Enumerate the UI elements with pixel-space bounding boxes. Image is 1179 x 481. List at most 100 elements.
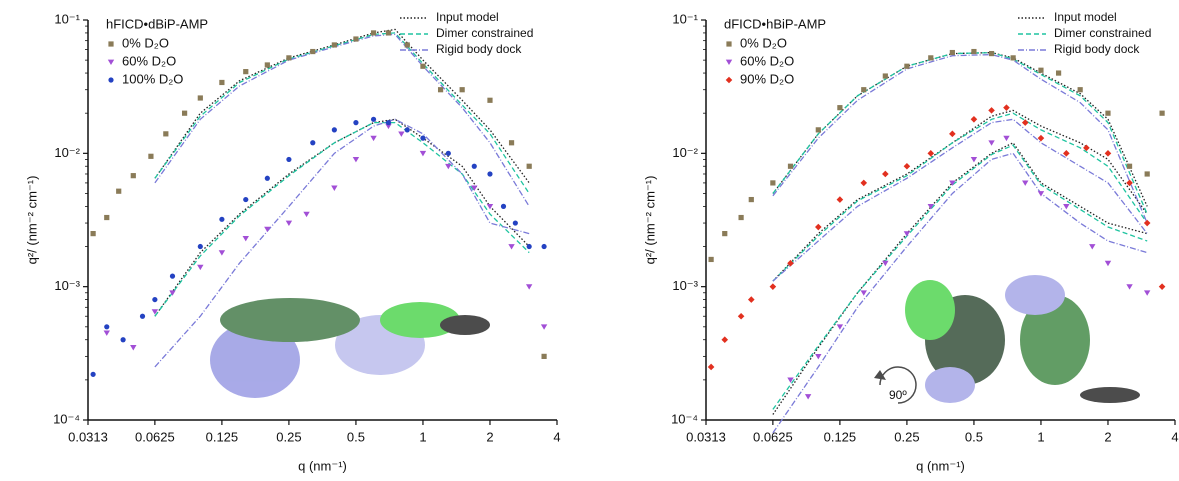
legend-label: 0% D₂O xyxy=(122,35,169,50)
data-point xyxy=(264,62,270,68)
data-point xyxy=(769,283,777,290)
data-point xyxy=(459,87,465,93)
data-point xyxy=(988,107,995,114)
model-line xyxy=(154,118,530,368)
x-tick-label: 0.25 xyxy=(276,429,301,444)
data-point xyxy=(988,140,995,146)
model-line xyxy=(154,32,530,194)
data-point xyxy=(903,231,911,237)
legend-label: Dimer constrained xyxy=(436,26,533,40)
legend-label: 60% D₂O xyxy=(740,53,794,68)
legend-label: Rigid body dock xyxy=(1054,42,1140,56)
data-point xyxy=(725,76,733,84)
x-tick-label: 0.0625 xyxy=(753,429,793,444)
data-point xyxy=(486,203,494,210)
data-point xyxy=(837,105,843,111)
data-point xyxy=(988,50,995,57)
data-point xyxy=(130,345,137,351)
data-point xyxy=(1055,70,1062,76)
data-point xyxy=(370,135,377,142)
data-point xyxy=(1010,55,1016,61)
data-point xyxy=(1063,203,1070,210)
legend-title: dFICD•hBiP-AMP xyxy=(724,16,826,31)
x-tick-label: 1 xyxy=(419,429,426,444)
legend-label: 0% D₂O xyxy=(740,35,787,50)
data-point xyxy=(512,220,518,226)
data-point xyxy=(525,284,533,290)
data-point xyxy=(169,290,176,296)
data-point xyxy=(882,73,888,79)
model-line xyxy=(772,51,1148,207)
data-point xyxy=(1083,144,1090,152)
data-point xyxy=(108,41,114,47)
x-tick-label: 1 xyxy=(1037,429,1044,444)
data-point xyxy=(420,63,426,69)
y-tick-label: 10⁻¹ xyxy=(672,11,698,26)
data-point xyxy=(404,127,410,133)
data-point xyxy=(353,36,359,42)
data-point xyxy=(748,196,754,203)
data-point xyxy=(370,116,377,122)
model-line xyxy=(772,118,1148,282)
x-tick-label: 0.0313 xyxy=(68,429,108,444)
data-point xyxy=(737,312,745,320)
data-point xyxy=(286,55,292,61)
x-tick-label: 2 xyxy=(1104,429,1111,444)
data-point xyxy=(787,259,794,267)
data-point xyxy=(104,324,110,330)
data-point xyxy=(243,69,249,75)
legend-label: 60% D₂O xyxy=(122,53,176,68)
data-point xyxy=(370,30,377,36)
data-point xyxy=(1126,163,1133,169)
data-point xyxy=(385,120,392,126)
data-point xyxy=(949,130,956,138)
model-line xyxy=(154,121,530,317)
data-point xyxy=(1022,180,1029,186)
data-point xyxy=(218,250,226,256)
data-point xyxy=(152,296,158,303)
data-point xyxy=(264,175,270,181)
y-tick-label: 10⁻³ xyxy=(54,278,80,293)
data-point xyxy=(725,59,733,65)
y-tick-label: 10⁻¹ xyxy=(54,11,80,26)
data-point xyxy=(219,79,225,86)
data-point xyxy=(116,188,122,194)
annotation: 90º xyxy=(889,388,907,402)
x-axis-label: q (nm⁻¹) xyxy=(916,458,965,473)
x-tick-label: 4 xyxy=(1171,429,1178,444)
data-point xyxy=(139,313,146,319)
data-point xyxy=(747,296,755,303)
data-point xyxy=(540,324,548,330)
model-line xyxy=(772,109,1148,282)
data-point xyxy=(970,157,978,163)
data-point xyxy=(108,77,114,83)
data-point xyxy=(148,153,154,159)
y-tick-label: 10⁻² xyxy=(54,145,80,160)
data-point xyxy=(860,290,867,296)
y-axis-label: q²/ (nm⁻² cm⁻¹) xyxy=(24,176,39,265)
data-point xyxy=(310,48,316,55)
data-point xyxy=(707,363,715,371)
model-line xyxy=(154,28,530,184)
data-point xyxy=(971,48,977,55)
data-point xyxy=(882,260,889,267)
data-point xyxy=(882,170,889,178)
data-point xyxy=(104,214,110,221)
data-point xyxy=(331,185,338,191)
data-point xyxy=(541,353,547,359)
legend-label: 90% D₂O xyxy=(740,71,794,86)
data-point xyxy=(1143,219,1151,227)
data-point xyxy=(219,216,225,222)
data-point xyxy=(927,150,935,157)
data-point xyxy=(151,309,159,315)
data-point xyxy=(487,97,493,103)
data-point xyxy=(445,163,452,170)
data-point xyxy=(722,231,728,237)
legend-label: 100% D₂O xyxy=(122,71,183,86)
model-line xyxy=(772,53,1148,224)
data-point xyxy=(120,337,126,343)
model-line xyxy=(772,112,1148,282)
data-point xyxy=(815,223,822,231)
data-point xyxy=(420,135,426,141)
data-point xyxy=(815,353,822,360)
